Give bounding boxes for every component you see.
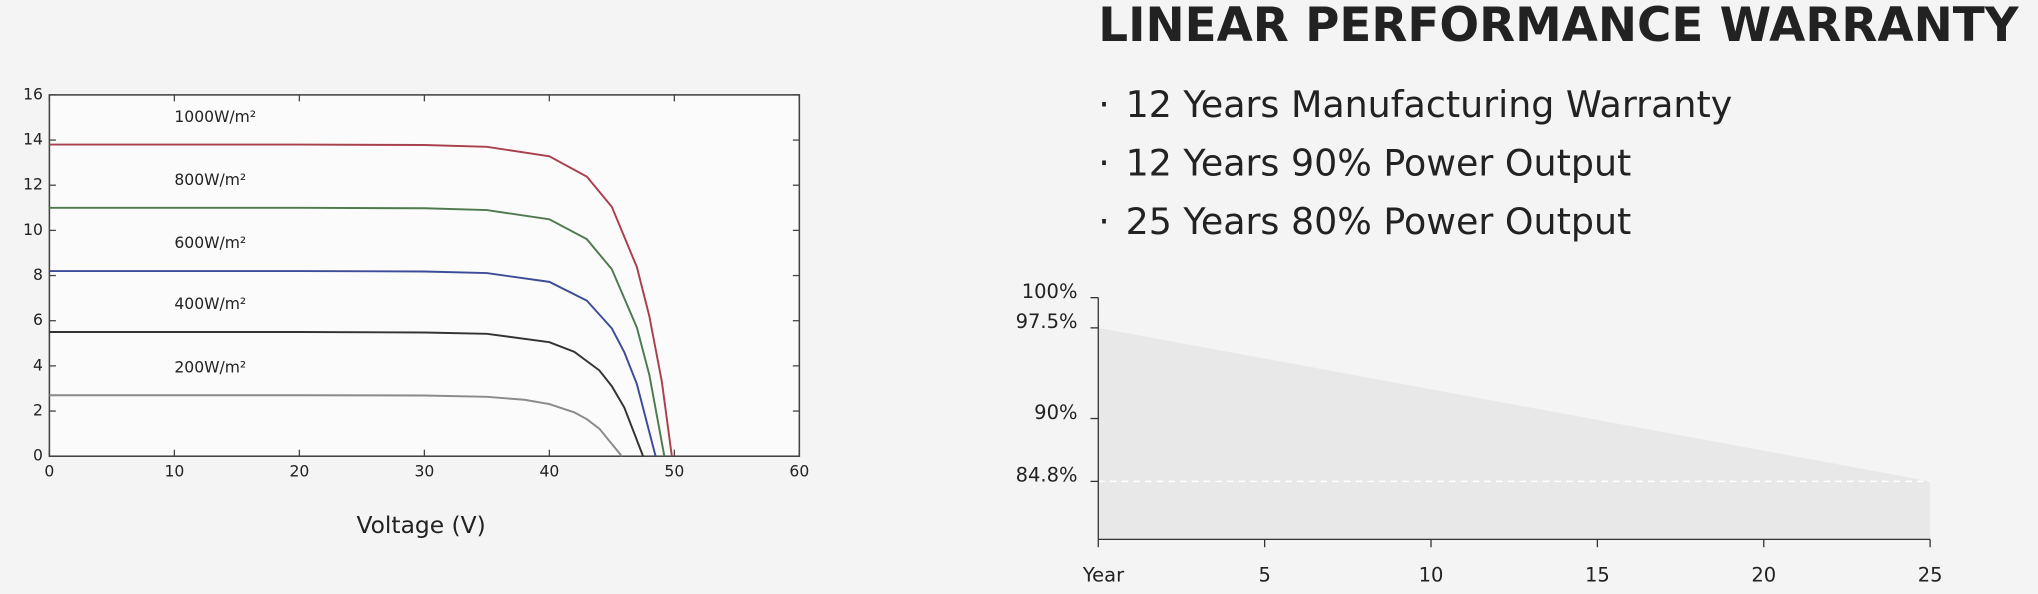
x-tick-label: 30 xyxy=(414,462,434,480)
x-tick-label: 10 xyxy=(164,462,184,480)
x-tick-label: 50 xyxy=(664,462,684,480)
x-tick-label: 40 xyxy=(539,462,559,480)
y-tick-label: 10 xyxy=(23,221,43,239)
y-tick-label: 14 xyxy=(23,131,43,149)
y-tick-label: 6 xyxy=(33,311,43,329)
series-label: 600W/m² xyxy=(174,234,246,252)
x-tick-label: 0 xyxy=(44,462,54,480)
bullet: 25 Years 80% Power Output xyxy=(1126,200,1632,243)
x-axis-label: Voltage (V) xyxy=(356,511,485,539)
y-tick-label: 12 xyxy=(23,176,43,194)
x-tick-label: 60 xyxy=(789,462,809,480)
series-label: 1000W/m² xyxy=(174,108,256,126)
y-tick-label: 2 xyxy=(33,402,43,420)
y-tick-label: 4 xyxy=(33,356,43,374)
x-tick-label: 15 xyxy=(1585,563,1610,586)
x-tick-label: 25 xyxy=(1918,563,1943,586)
plot-area xyxy=(48,94,801,457)
title: LINEAR PERFORMANCE WARRANTY xyxy=(1098,0,2019,53)
curve xyxy=(49,394,623,457)
x-tick-label: 20 xyxy=(289,462,309,480)
y-tick-label: 84.8% xyxy=(1016,464,1078,487)
area xyxy=(1098,327,1931,540)
y-tick-label: 100% xyxy=(1022,280,1078,303)
bullet-dot: · xyxy=(1098,142,1110,185)
bullet: 12 Years Manufacturing Warranty xyxy=(1126,83,1733,126)
series-label: 400W/m² xyxy=(174,295,246,313)
y-tick-label: 8 xyxy=(33,266,43,284)
curve xyxy=(49,206,666,457)
curve xyxy=(49,143,673,457)
y-tick-label: 16 xyxy=(23,85,43,103)
y-tick-label: 97.5% xyxy=(1016,310,1078,333)
bullet: 12 Years 90% Power Output xyxy=(1126,142,1632,185)
x-tick-label: 10 xyxy=(1419,563,1444,586)
x-tick-label: Year xyxy=(1082,563,1125,586)
series-label: 200W/m² xyxy=(174,358,246,376)
bullet-dot: · xyxy=(1098,83,1110,126)
bullet-dot: · xyxy=(1098,200,1110,243)
curve xyxy=(49,270,657,457)
x-tick-label: 20 xyxy=(1751,563,1776,586)
series-label: 800W/m² xyxy=(174,171,246,189)
y-tick-label: 0 xyxy=(33,447,43,465)
x-tick-label: 5 xyxy=(1258,563,1270,586)
curve xyxy=(49,331,645,457)
y-tick-label: 90% xyxy=(1034,401,1077,424)
